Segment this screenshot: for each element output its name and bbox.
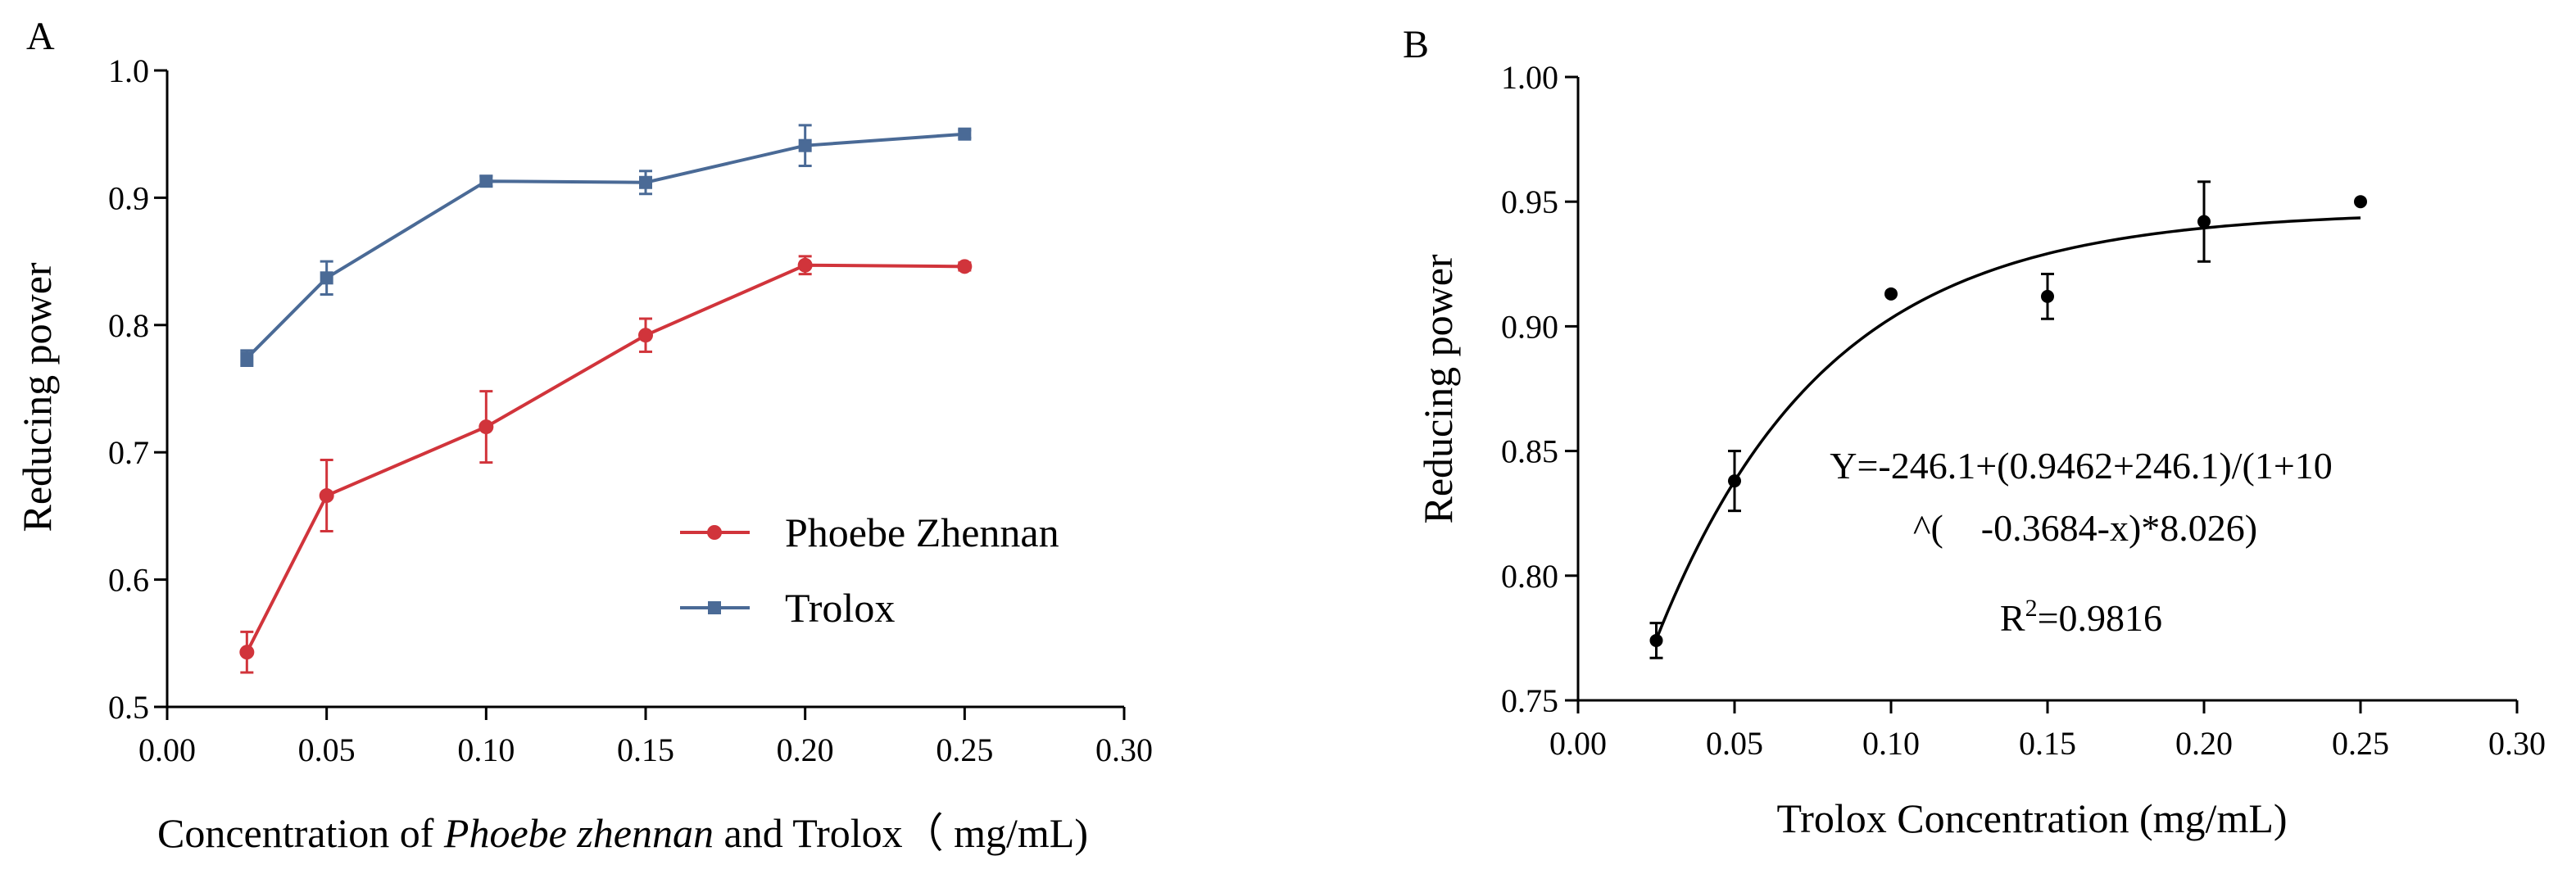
y-tick-label: 0.80 [1501,558,1558,595]
x-tick-label: 0.10 [1862,725,1920,762]
y-tick-label: 0.85 [1501,433,1558,470]
panel-b-label: B [1403,23,1429,66]
legend-item: Phoebe Zhennan [680,509,1059,555]
y-tick-label: 0.6 [108,562,149,599]
panel-a-series [239,124,973,674]
panel-b-equation-line2: ^( -0.3684-x)*8.026) [1913,507,2257,549]
data-point [958,127,972,141]
panel-b-x-ticks: 0.00 0.05 0.10 0.15 0.20 0.25 0.30 [1549,700,2546,762]
panel-a-legend: Phoebe Zhennan Trolox [680,509,1059,631]
x-tick-label: 0.10 [457,731,515,768]
data-point [797,257,813,273]
x-tick-label: 0.30 [1095,731,1153,768]
panel-a-axes [166,70,1124,709]
panel-b-r-squared: R2=0.9816 [2000,595,2162,639]
data-point [478,419,494,435]
series-trolox [240,124,972,368]
x-tick-label: 0.15 [2019,725,2076,762]
y-tick-label: 0.95 [1501,183,1558,220]
panel-a-x-axis-title: Concentration of Phoebe zhennan and Trol… [157,810,1088,856]
data-point [1884,287,1898,301]
x-tick-label: 0.30 [2488,725,2546,762]
panel-b-x-axis-title: Trolox Concentration (mg/mL) [1776,795,2287,841]
y-tick-label: 1.0 [108,52,149,89]
y-tick-label: 1.00 [1501,59,1558,96]
panel-a-y-axis-title: Reducing power [14,262,60,532]
data-point [1728,474,1741,488]
x-tick-label: 0.05 [298,731,356,768]
fit-curve-path [1654,216,2361,641]
data-point [319,488,334,504]
panel-a-x-ticks: 0.00 0.05 0.10 0.15 0.20 0.25 0.30 [138,707,1153,768]
legend-label: Phoebe Zhennan [785,509,1059,555]
data-point [2197,215,2211,229]
panel-b-r2-value: =0.9816 [2038,597,2162,639]
legend-marker [708,601,721,614]
data-point [239,645,255,660]
panel-b-r2-prefix: R [2000,597,2025,639]
panel-b-y-ticks: 0.75 0.80 0.85 0.90 0.95 1.00 [1501,59,1578,719]
panel-b-r2-superscript: 2 [2025,595,2038,622]
data-point [798,138,812,152]
data-point [638,328,653,343]
legend-label: Trolox [785,585,895,631]
y-tick-label: 0.5 [108,689,149,726]
x-tick-label: 0.00 [138,731,196,768]
panel-a-chart: A 0.00 0.05 0.10 0.15 0.20 0.25 0.30 0.5 0.6 0.7… [14,15,1153,856]
x-axis-title-part: Concentration of [157,810,444,856]
x-tick-label: 0.20 [2175,725,2233,762]
x-tick-label: 0.20 [777,731,834,768]
panel-b-fit-curve [1654,216,2361,641]
series-line [245,263,965,654]
x-axis-title-part: Phoebe zhennan [443,810,714,856]
series-phoebe-zhennan [239,255,973,674]
x-tick-label: 0.25 [936,731,993,768]
data-point [2354,195,2367,209]
x-tick-label: 0.05 [1706,725,1763,762]
x-tick-label: 0.25 [2332,725,2389,762]
series-line [245,132,965,360]
panel-a-y-ticks: 0.5 0.6 0.7 0.8 0.9 1.0 [108,52,167,726]
data-point [320,271,333,285]
y-tick-label: 0.75 [1501,682,1558,719]
legend-item: Trolox [680,585,895,631]
y-tick-label: 0.90 [1501,308,1558,345]
panel-b-chart: B 0.00 0.05 0.10 0.15 0.20 0.25 0.30 0.750.800… [1403,23,2546,841]
panel-b-equation-line1: Y=-246.1+(0.9462+246.1)/(1+10 [1830,445,2333,487]
data-point [479,174,493,188]
data-point [1649,633,1663,647]
data-point [2041,289,2054,303]
panel-a-label: A [26,15,55,58]
data-point [240,351,254,365]
x-axis-title-part: and Trolox（ mg/mL) [714,810,1088,856]
data-point [639,175,652,189]
panel-b-y-axis-title: Reducing power [1415,254,1461,523]
y-tick-label: 0.8 [108,307,149,344]
panel-b-series [1649,180,2367,659]
legend-marker [707,525,722,540]
y-tick-label: 0.9 [108,179,149,216]
x-tick-label: 0.15 [617,731,674,768]
data-point [957,259,973,274]
x-tick-label: 0.00 [1549,725,1607,762]
y-tick-label: 0.7 [108,434,149,471]
